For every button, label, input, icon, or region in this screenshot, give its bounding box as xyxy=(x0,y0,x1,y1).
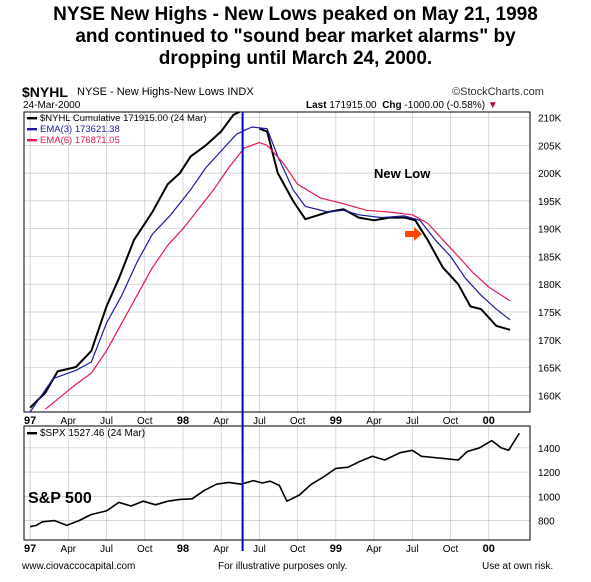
series-line-ema-3- xyxy=(29,126,511,413)
nyhl-x-tick-label: Oct xyxy=(137,416,153,427)
legend-label: EMA(3) 173621.38 xyxy=(40,124,120,135)
nyhl-y-tick-label: 180K xyxy=(538,280,562,291)
nyhl-y-tick-label: 175K xyxy=(538,308,562,319)
orange-arrow-icon xyxy=(405,227,422,241)
series-line--nyhl-cumulative xyxy=(29,111,240,409)
headline-line-3: dropping until March 24, 2000. xyxy=(158,48,433,69)
nyhl-x-tick-label: Apr xyxy=(366,416,382,427)
spx-x-tick-label: Apr xyxy=(366,544,382,555)
nyhl-x-tick-label: 98 xyxy=(177,415,189,427)
nyhl-frame xyxy=(23,111,531,413)
nyhl-x-tick-label: Oct xyxy=(443,416,459,427)
spx-x-tick-label: Apr xyxy=(61,544,77,555)
nyhl-x-tick-label: Jul xyxy=(253,416,266,427)
chart-symbol: $NYHL xyxy=(22,84,68,100)
legend-label: $NYHL Cumulative 171915.00 (24 Mar) xyxy=(40,113,207,124)
nyhl-y-tick-label: 165K xyxy=(538,364,562,375)
headline-line-1: NYSE New Highs - New Lows peaked on May … xyxy=(53,4,538,25)
spx-x-tick-label: Jul xyxy=(100,544,113,555)
footer-disclaimer: For illustrative purposes only. xyxy=(218,561,348,572)
legend-label: $SPX 1527.46 (24 Mar) xyxy=(40,428,145,439)
spx-y-tick-label: 1000 xyxy=(538,492,561,503)
legend-swatch xyxy=(27,139,37,142)
spx-x-tick-label: Jul xyxy=(253,544,266,555)
chg-value: -1000.00 (-0.58%) xyxy=(404,100,486,111)
nyhl-y-tick-label: 170K xyxy=(538,336,562,347)
nyhl-y-tick-label: 195K xyxy=(538,197,562,208)
brand-label: ©StockCharts.com xyxy=(452,86,544,98)
chart-date: 24-Mar-2000 xyxy=(23,100,81,111)
headline: NYSE New Highs - New Lows peaked on May … xyxy=(0,4,591,70)
spx-x-tick-label: Oct xyxy=(290,544,306,555)
spx-x-tick-label: Apr xyxy=(213,544,229,555)
nyhl-y-tick-label: 205K xyxy=(538,141,562,152)
spx-frame xyxy=(23,425,531,541)
nyhl-x-tick-label: 00 xyxy=(483,415,495,427)
nyhl-x-tick-label: Apr xyxy=(61,416,77,427)
spx-x-tick-label: 00 xyxy=(483,543,495,555)
spx-y-tick-label: 800 xyxy=(538,517,555,528)
legend-label: EMA(6) 176871.05 xyxy=(40,135,120,146)
nyhl-y-tick-label: 160K xyxy=(538,391,562,402)
legend-swatch xyxy=(27,128,37,131)
series-line-ema-6- xyxy=(45,142,511,410)
nyhl-y-tick-label: 210K xyxy=(538,114,562,125)
spx-y-tick-label: 1400 xyxy=(538,444,561,455)
chg-label: Chg xyxy=(382,100,402,111)
footer-website: www.ciovaccocapital.com xyxy=(22,561,136,572)
spx-x-tick-label: Oct xyxy=(443,544,459,555)
nyhl-x-tick-label: Oct xyxy=(290,416,306,427)
spx-y-tick-label: 1200 xyxy=(538,468,561,479)
last-value: 171915.00 xyxy=(329,100,377,111)
headline-line-2: and continued to "sound bear market alar… xyxy=(75,26,516,47)
footer-risk: Use at own risk. xyxy=(482,561,554,572)
down-arrow-icon: ▼ xyxy=(487,100,498,111)
nyhl-x-tick-label: 97 xyxy=(24,415,36,427)
spx-x-tick-label: 98 xyxy=(177,543,189,555)
spx-x-tick-label: 97 xyxy=(24,543,36,555)
nyhl-x-tick-label: 99 xyxy=(330,415,342,427)
nyhl-x-tick-label: Apr xyxy=(213,416,229,427)
new-low-annotation: New Low xyxy=(374,166,431,181)
series-line-spx xyxy=(29,432,520,528)
legend-swatch xyxy=(27,117,37,120)
last-label: Last xyxy=(306,100,327,111)
spx-x-tick-label: 99 xyxy=(330,543,342,555)
nyhl-y-tick-label: 185K xyxy=(538,252,562,263)
spx-x-tick-label: Jul xyxy=(406,544,419,555)
nyhl-y-tick-label: 190K xyxy=(538,225,562,236)
series-line--nyhl-cumulative xyxy=(259,127,511,331)
nyhl-x-tick-label: Jul xyxy=(100,416,113,427)
sp500-label: S&P 500 xyxy=(28,490,92,507)
nyhl-x-tick-label: Jul xyxy=(406,416,419,427)
last-change-line: Last 171915.00 Chg -1000.00 (-0.58%) ▼ xyxy=(306,100,498,111)
nyhl-y-tick-label: 200K xyxy=(538,169,562,180)
chart-symbol-name: NYSE - New Highs-New Lows INDX xyxy=(77,86,254,98)
spx-x-tick-label: Oct xyxy=(137,544,153,555)
legend-swatch xyxy=(27,432,37,435)
